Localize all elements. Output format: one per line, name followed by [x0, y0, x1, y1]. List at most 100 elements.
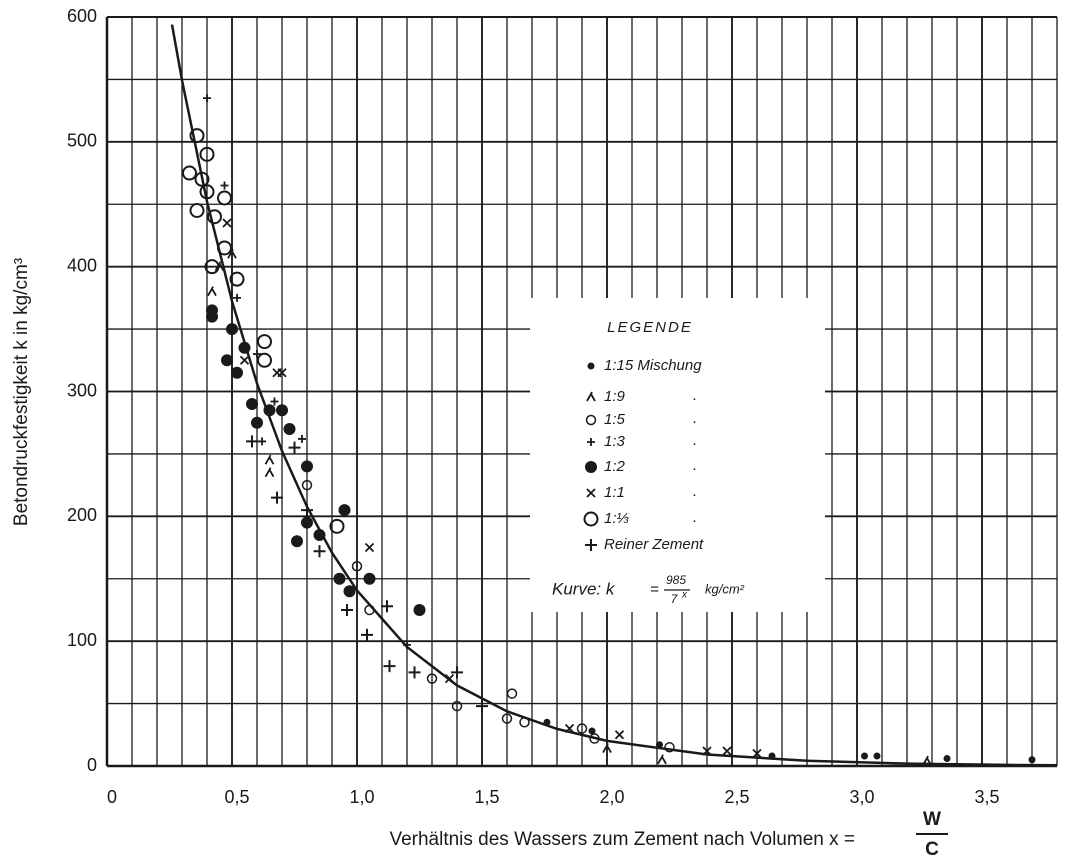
ring: [204, 259, 220, 275]
dot: [343, 585, 356, 598]
x-tick-label: 0: [107, 787, 117, 807]
marker: [214, 261, 225, 272]
marker: [229, 271, 245, 287]
marker: [283, 422, 296, 435]
ring: [189, 128, 205, 144]
marker: [257, 334, 272, 350]
plus-mark: [220, 181, 229, 190]
plus-mark: [587, 438, 595, 446]
plus-mark: [451, 666, 463, 679]
tick-mark: [264, 454, 275, 465]
plus-mark: [288, 441, 301, 454]
y-tick-label: 300: [67, 380, 97, 400]
marker: [222, 218, 232, 228]
marker: [207, 286, 217, 297]
legend-ditto: ·: [692, 435, 697, 452]
marker: [722, 746, 732, 756]
ring: [426, 673, 438, 684]
ring: [257, 352, 272, 368]
marker: [602, 743, 612, 753]
tick-mark: [264, 467, 275, 478]
marker: [873, 752, 881, 760]
marker: [313, 545, 326, 558]
dot: [943, 755, 951, 763]
marker: [576, 723, 588, 734]
marker: [227, 248, 237, 259]
legend-box: [530, 298, 825, 612]
curve-exponent: x: [681, 590, 688, 601]
curve-unit: kg/cm²: [705, 581, 745, 596]
ring: [207, 209, 222, 225]
cross-mark: [222, 218, 232, 228]
marker: [587, 362, 595, 370]
dot: [363, 572, 376, 585]
legend-ditto: ·: [692, 390, 697, 407]
marker: [277, 368, 287, 378]
x-label-numerator: W: [923, 809, 941, 830]
marker: [221, 354, 233, 367]
y-tick-label: 400: [67, 255, 97, 275]
marker: [298, 434, 306, 443]
plus-mark: [203, 94, 211, 103]
marker: [343, 585, 356, 598]
dot: [301, 516, 313, 529]
legend-ditto: ·: [692, 413, 697, 430]
dot: [656, 741, 663, 749]
marker: [451, 666, 463, 679]
y-tick-label: 600: [67, 6, 97, 26]
marker: [586, 488, 596, 498]
x-tick-label: 2,5: [724, 787, 749, 807]
marker: [217, 190, 232, 206]
curve-label: Kurve: k: [552, 579, 616, 598]
dot: [221, 354, 233, 367]
ring: [329, 518, 345, 534]
curve: [170, 24, 1058, 767]
marker: [585, 461, 597, 473]
plus-mark: [585, 539, 597, 551]
plus-mark: [341, 603, 353, 616]
dot: [861, 752, 868, 760]
ring: [229, 271, 245, 287]
plus-mark: [298, 434, 306, 443]
legend-label: 1:3: [604, 433, 626, 450]
legend-content: LEGENDE 1:15 Mischung 1:9 · 1:5 · 1:3 · 1:2 · 1:1 ·…: [552, 319, 745, 606]
plus-mark: [258, 437, 266, 446]
legend-label: 1:2: [604, 458, 626, 475]
marker: [585, 414, 597, 426]
marker: [361, 628, 373, 641]
marker: [363, 572, 376, 585]
marker: [231, 366, 243, 379]
tick-mark: [227, 248, 237, 259]
plus-mark: [383, 660, 396, 673]
legend-label: Reiner Zement: [604, 536, 704, 553]
plus-mark: [313, 545, 326, 558]
marker: [276, 404, 288, 417]
dot: [226, 323, 238, 336]
y-tick-label: 500: [67, 131, 97, 151]
marker: [506, 688, 518, 699]
x-tick-label: 3,0: [849, 787, 874, 807]
marker: [239, 355, 250, 365]
marker: [426, 673, 438, 684]
marker: [614, 730, 625, 740]
marker: [189, 202, 205, 218]
dot: [588, 727, 596, 735]
marker: [501, 713, 513, 724]
marker: [383, 660, 396, 673]
marker: [408, 666, 421, 679]
marker: [586, 391, 596, 402]
marker: [204, 259, 220, 275]
cross-mark: [239, 355, 250, 365]
x-tick-label: 1,0: [349, 787, 374, 807]
cross-mark: [752, 748, 762, 759]
curve-denominator: 7: [671, 592, 679, 606]
dot: [251, 416, 263, 429]
dot: [313, 529, 326, 542]
cross-mark: [586, 488, 596, 498]
marker: [861, 752, 868, 760]
marker: [301, 479, 313, 491]
marker: [351, 561, 363, 572]
legend-ditto: ·: [692, 512, 697, 529]
dot: [587, 362, 595, 370]
